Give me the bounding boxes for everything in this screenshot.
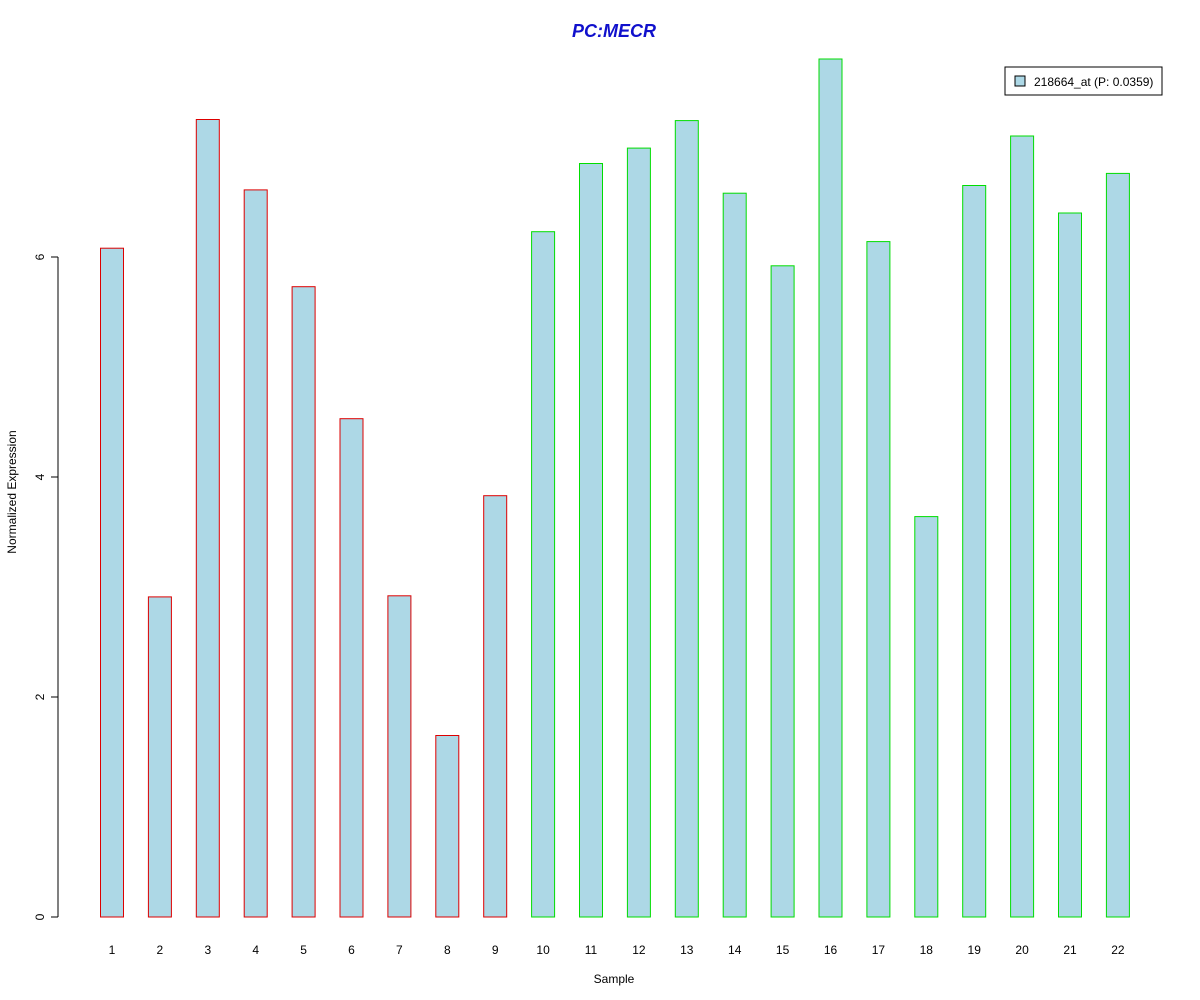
bar-sample-1 [100, 247, 124, 918]
bar-sample-2 [147, 596, 172, 918]
x-tick-label: 15 [776, 943, 790, 957]
x-tick-label: 8 [444, 943, 451, 957]
bar-sample-14 [722, 192, 747, 918]
x-tick-label: 5 [300, 943, 307, 957]
x-tick-label: 18 [920, 943, 934, 957]
bar-sample-15 [770, 265, 795, 918]
chart-title: PC:MECR [572, 21, 656, 41]
x-tick-label: 11 [585, 943, 598, 957]
x-tick-label: 10 [536, 943, 550, 957]
x-tick-label: 22 [1111, 943, 1125, 957]
x-tick-label: 9 [492, 943, 499, 957]
x-tick-label: 14 [728, 943, 742, 957]
bar-sample-17 [866, 241, 891, 918]
x-tick-label: 12 [632, 943, 646, 957]
legend: 218664_at (P: 0.0359) [1004, 66, 1163, 96]
bar-sample-21 [1058, 212, 1082, 918]
bar-sample-11 [579, 163, 603, 918]
bar-sample-9 [483, 495, 508, 918]
y-tick-label: 6 [33, 253, 47, 260]
x-tick-label: 19 [968, 943, 982, 957]
bar-sample-3 [195, 119, 220, 918]
bar-sample-20 [1010, 135, 1035, 918]
x-tick-label: 21 [1063, 943, 1077, 957]
bar-sample-6 [339, 418, 364, 918]
bar-sample-22 [1105, 172, 1130, 918]
bar-sample-7 [387, 595, 412, 918]
bar-sample-10 [531, 231, 556, 918]
x-tick-label: 2 [157, 943, 164, 957]
legend-box [1004, 66, 1163, 96]
x-tick-label: 16 [824, 943, 838, 957]
x-tick-label: 1 [109, 943, 116, 957]
x-tick-label: 13 [680, 943, 694, 957]
bar-sample-5 [291, 286, 316, 918]
bar-sample-16 [818, 58, 843, 918]
bar-sample-18 [914, 516, 939, 918]
bar-sample-4 [243, 189, 268, 918]
x-tick-label: 6 [348, 943, 355, 957]
bar-sample-13 [674, 120, 699, 918]
legend-swatch [1014, 75, 1026, 87]
x-tick-label: 4 [252, 943, 259, 957]
y-tick-label: 2 [33, 693, 47, 700]
y-axis: 0 2 4 6 [33, 253, 59, 920]
x-tick-label: 7 [396, 943, 403, 957]
y-tick-label: 0 [33, 913, 47, 920]
y-tick-label: 4 [33, 473, 47, 480]
x-tick-label: 3 [204, 943, 211, 957]
bar-sample-19 [962, 185, 987, 918]
y-axis-title: Normalized Expression [5, 430, 19, 553]
x-tick-label: 17 [872, 943, 886, 957]
x-axis-labels: 1 2 3 4 5 6 7 8 9 10 11 12 13 14 15 16 17 18 19 20 21 22 [109, 943, 1125, 957]
bar-sample-12 [626, 147, 651, 918]
x-tick-label: 20 [1015, 943, 1029, 957]
bar-sample-8 [435, 735, 460, 918]
x-axis-title: Sample [594, 972, 635, 986]
bars-group [100, 58, 1130, 918]
legend-series-label: 218664_at (P: 0.0359) [1034, 75, 1153, 89]
